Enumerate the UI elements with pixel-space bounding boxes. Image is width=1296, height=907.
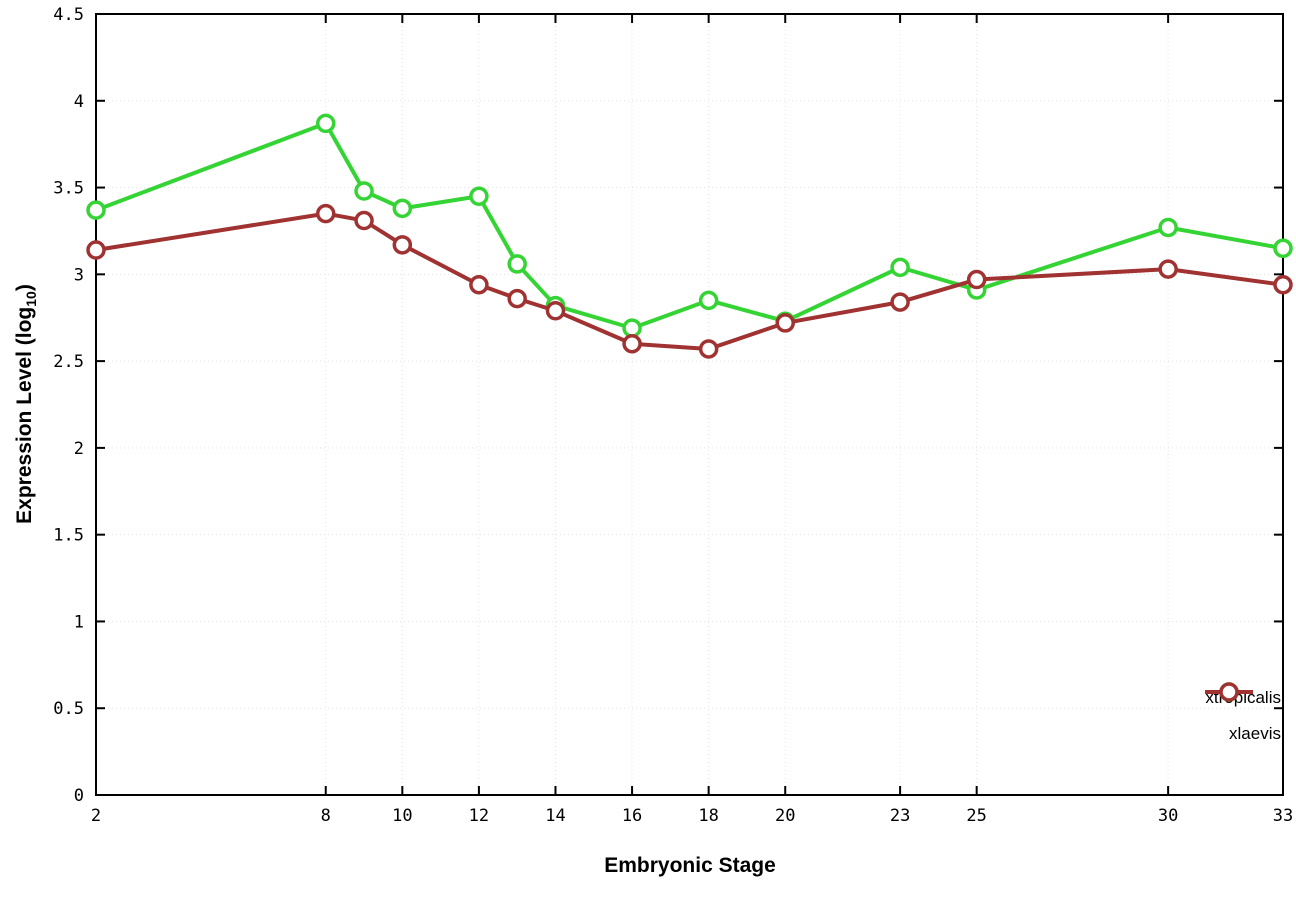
marker-xlaevis <box>1273 274 1293 295</box>
marker-xlaevis <box>890 292 910 312</box>
marker-xtropicalis <box>507 254 527 274</box>
marker-xlaevis <box>966 269 987 290</box>
y-tick-label: 1.5 <box>53 526 84 546</box>
marker-xlaevis <box>354 210 374 231</box>
marker-xlaevis <box>545 301 566 321</box>
marker-xtropicalis <box>469 186 489 206</box>
marker-xtropicalis <box>1158 217 1178 238</box>
marker-xtropicalis <box>354 181 374 201</box>
x-tick-label: 30 <box>1158 806 1178 826</box>
y-tick-label: 3 <box>74 265 84 285</box>
marker-xtropicalis <box>622 318 642 338</box>
legend-entry-xlaevis: xlaevis <box>1205 682 1281 752</box>
series-line-xtropicalis <box>94 121 1285 331</box>
marker-xlaevis <box>392 235 413 255</box>
marker-xlaevis <box>315 203 336 224</box>
y-axis-label-subscript: 10 <box>23 291 40 307</box>
y-axis-label-text: Expression Level (log <box>12 306 36 524</box>
plot-border <box>95 13 1284 796</box>
x-tick-label: 20 <box>775 806 795 826</box>
y-tick-label: 3.5 <box>53 179 84 199</box>
y-tick-label: 1 <box>74 612 84 632</box>
y-tick-label: 0.5 <box>53 699 84 719</box>
x-tick-label: 33 <box>1273 806 1293 826</box>
legend: xtropicalis xlaevis <box>1205 680 1281 752</box>
marker-xlaevis <box>1158 259 1178 279</box>
x-tick-label: 25 <box>966 806 986 826</box>
x-tick-label: 8 <box>321 806 331 826</box>
y-tick-label: 2.5 <box>53 352 84 372</box>
y-tick-label: 4 <box>74 92 84 112</box>
marker-xtropicalis <box>1273 238 1293 259</box>
y-tick-label: 4.5 <box>53 5 84 25</box>
marker-xlaevis <box>775 313 795 333</box>
marker-xlaevis <box>86 240 106 260</box>
marker-xtropicalis <box>698 290 719 311</box>
y-tick-label: 0 <box>74 786 84 806</box>
x-tick-label: 2 <box>91 806 101 826</box>
x-axis-label: Embryonic Stage <box>604 854 776 877</box>
marker-xtropicalis <box>86 200 106 220</box>
y-tick-label: 2 <box>74 439 84 459</box>
legend-sample-xlaevis <box>1205 682 1254 702</box>
x-tick-label: 12 <box>469 806 489 826</box>
y-axis-label-suffix: ) <box>12 284 36 292</box>
marker-xtropicalis <box>890 257 910 278</box>
marker-xtropicalis <box>392 198 413 219</box>
y-axis-label: Expression Level (log10) <box>13 284 39 524</box>
x-tick-label: 10 <box>392 806 412 826</box>
marker-xlaevis <box>622 334 642 354</box>
legend-label-xlaevis: xlaevis <box>1229 724 1281 743</box>
marker-xlaevis <box>698 339 719 359</box>
marker-xlaevis <box>507 288 527 309</box>
x-tick-label: 23 <box>890 806 910 826</box>
x-tick-label: 18 <box>698 806 718 826</box>
marker-xtropicalis <box>315 113 336 134</box>
x-tick-label: 14 <box>545 806 565 826</box>
legend-marker-xlaevis <box>1219 682 1240 702</box>
x-tick-label: 16 <box>622 806 642 826</box>
series-line-xlaevis <box>94 211 1285 351</box>
marker-xlaevis <box>469 274 489 295</box>
